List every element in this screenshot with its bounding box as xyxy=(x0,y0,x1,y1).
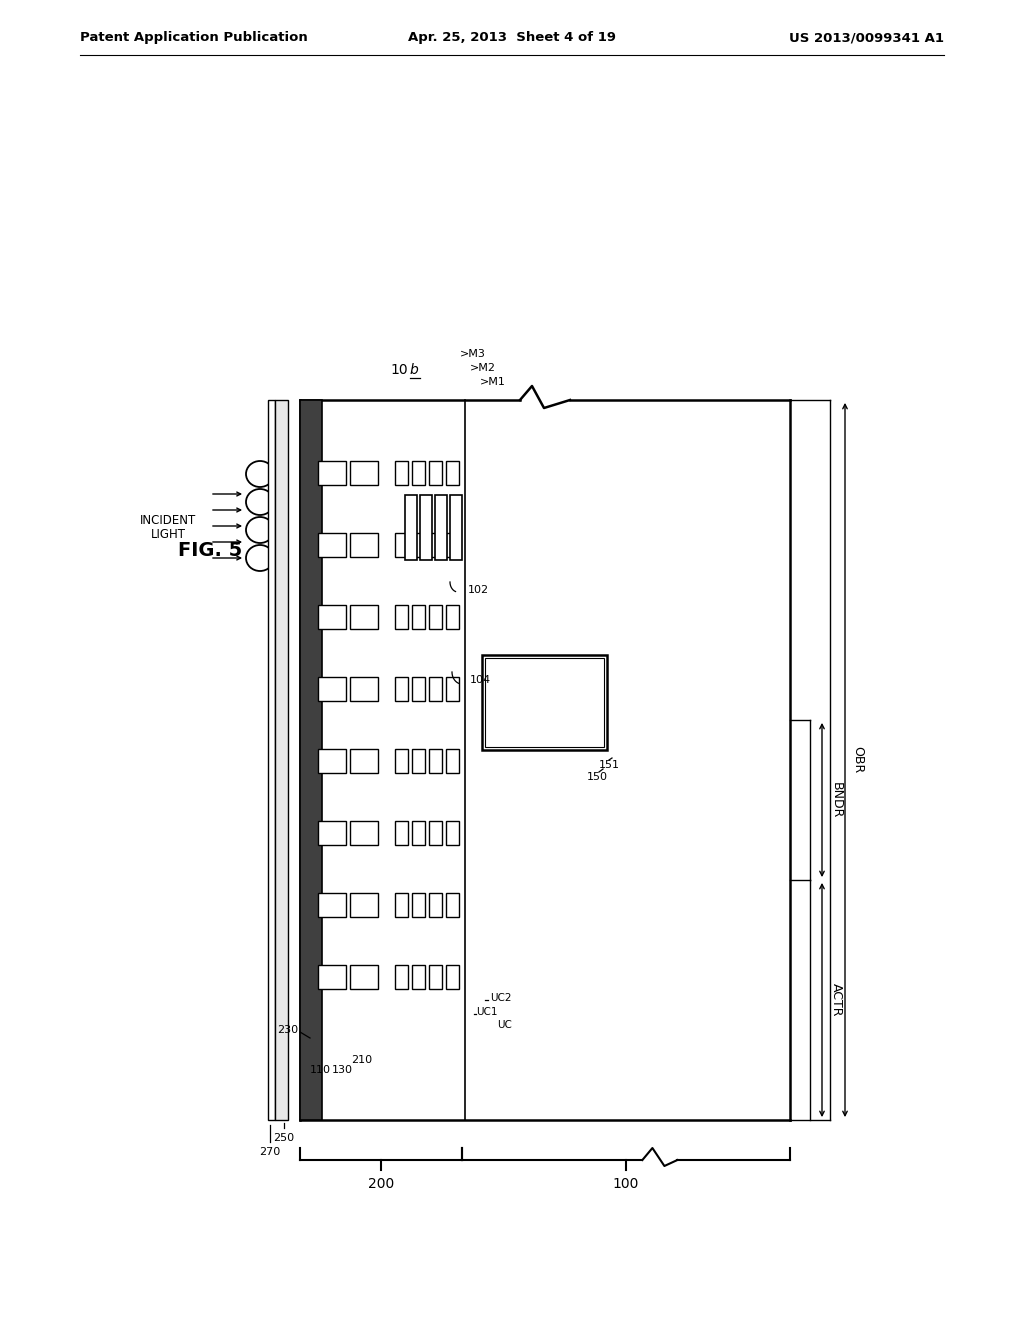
Bar xyxy=(350,894,378,917)
Text: US 2013/0099341 A1: US 2013/0099341 A1 xyxy=(790,32,944,45)
Text: 210: 210 xyxy=(351,1055,373,1065)
Bar xyxy=(450,495,462,560)
Text: 270: 270 xyxy=(259,1147,281,1158)
Bar xyxy=(350,461,378,484)
Bar xyxy=(350,605,378,630)
Bar xyxy=(318,605,346,630)
Bar xyxy=(318,677,346,701)
Bar xyxy=(412,821,425,845)
Bar xyxy=(395,605,408,630)
Bar xyxy=(435,495,447,560)
Bar xyxy=(318,894,346,917)
Bar xyxy=(429,605,442,630)
Bar xyxy=(395,821,408,845)
Bar xyxy=(395,461,408,484)
Bar xyxy=(350,748,378,774)
Bar xyxy=(446,605,459,630)
Bar xyxy=(446,533,459,557)
Bar xyxy=(318,533,346,557)
Text: Patent Application Publication: Patent Application Publication xyxy=(80,32,308,45)
Bar xyxy=(412,894,425,917)
Bar xyxy=(485,657,604,747)
Bar xyxy=(318,965,346,989)
Bar xyxy=(318,748,346,774)
Bar xyxy=(318,461,346,484)
Bar xyxy=(420,495,432,560)
Text: UC1: UC1 xyxy=(476,1007,498,1016)
Bar xyxy=(350,677,378,701)
Text: 102: 102 xyxy=(468,585,489,595)
Text: 151: 151 xyxy=(599,760,620,770)
Bar xyxy=(350,965,378,989)
Bar xyxy=(446,461,459,484)
Text: ACTR: ACTR xyxy=(829,983,843,1016)
Bar xyxy=(482,655,607,750)
Bar xyxy=(429,748,442,774)
Text: 130: 130 xyxy=(332,1065,352,1074)
Bar xyxy=(446,748,459,774)
Bar xyxy=(429,533,442,557)
Bar xyxy=(412,605,425,630)
Text: BNDR: BNDR xyxy=(829,781,843,818)
Text: INCIDENT: INCIDENT xyxy=(140,513,197,527)
Bar xyxy=(429,965,442,989)
Bar xyxy=(395,748,408,774)
Bar xyxy=(395,894,408,917)
Text: 104: 104 xyxy=(470,675,492,685)
Bar xyxy=(395,533,408,557)
Bar xyxy=(275,400,288,1119)
Bar xyxy=(412,677,425,701)
Bar xyxy=(350,533,378,557)
Bar xyxy=(412,748,425,774)
Text: >M2: >M2 xyxy=(470,363,496,374)
Text: b: b xyxy=(410,363,419,378)
Bar xyxy=(429,821,442,845)
Text: 150: 150 xyxy=(587,772,608,781)
Bar xyxy=(412,461,425,484)
Text: 230: 230 xyxy=(276,1026,298,1035)
Bar xyxy=(446,677,459,701)
Bar xyxy=(412,533,425,557)
Text: 250: 250 xyxy=(273,1133,295,1143)
Text: LIGHT: LIGHT xyxy=(151,528,185,540)
Text: FIG. 5: FIG. 5 xyxy=(178,540,243,560)
Bar xyxy=(268,400,275,1119)
Text: 200: 200 xyxy=(368,1177,394,1191)
Bar xyxy=(300,400,322,1119)
Text: 10: 10 xyxy=(390,363,408,378)
Bar xyxy=(446,821,459,845)
Bar xyxy=(406,495,417,560)
Text: 100: 100 xyxy=(612,1177,639,1191)
Bar xyxy=(446,965,459,989)
Text: Apr. 25, 2013  Sheet 4 of 19: Apr. 25, 2013 Sheet 4 of 19 xyxy=(408,32,616,45)
Bar xyxy=(350,821,378,845)
Bar xyxy=(395,965,408,989)
Text: >M3: >M3 xyxy=(460,348,485,359)
Text: OBR: OBR xyxy=(852,746,864,774)
Bar xyxy=(429,894,442,917)
Bar xyxy=(318,821,346,845)
Bar xyxy=(446,894,459,917)
Bar xyxy=(429,461,442,484)
Text: UC: UC xyxy=(497,1020,512,1030)
Bar xyxy=(395,677,408,701)
Bar xyxy=(429,677,442,701)
Text: >M1: >M1 xyxy=(480,378,506,387)
Text: 110: 110 xyxy=(309,1065,331,1074)
Bar xyxy=(412,965,425,989)
Text: UC2: UC2 xyxy=(490,993,512,1003)
